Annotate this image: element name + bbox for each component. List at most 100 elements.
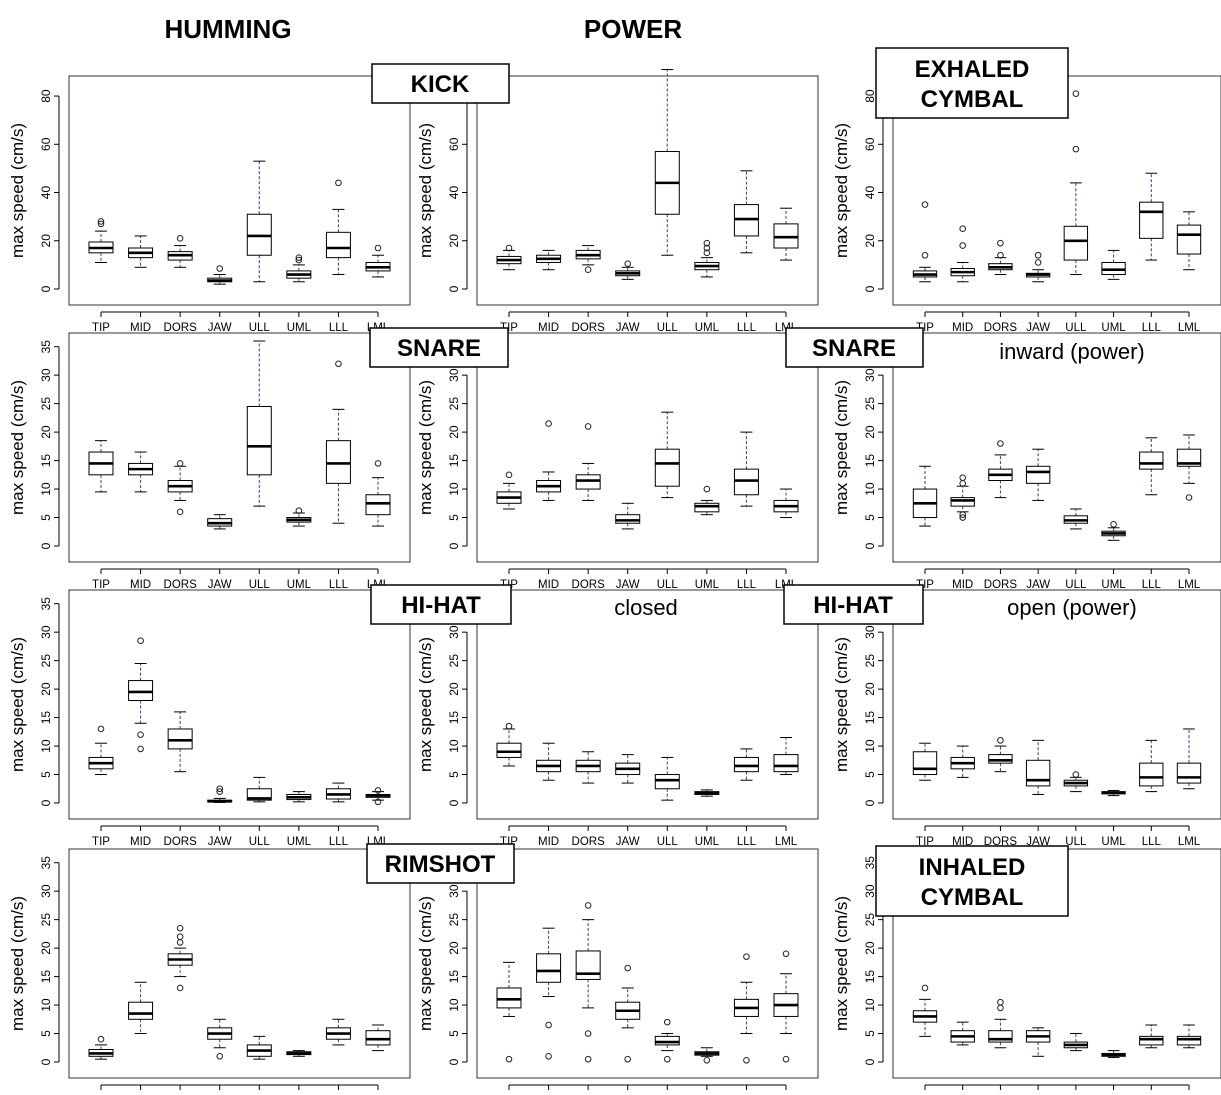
box-tip — [496, 244, 522, 271]
box-uml — [286, 507, 312, 527]
outlier-point — [959, 225, 967, 233]
y-tick-label: 25 — [447, 397, 461, 411]
y-tick-label: 10 — [447, 998, 461, 1012]
inhaled-cymbal-title-line1: INHALED — [919, 854, 1026, 881]
y-tick-label: 30 — [39, 625, 53, 639]
x-tick-label-jaw: JAW — [616, 836, 640, 848]
x-tick-label-mid: MID — [538, 322, 559, 334]
x-tick-label-uml: UML — [287, 579, 312, 591]
y-tick-label: 40 — [39, 186, 53, 200]
box-tip — [496, 722, 522, 767]
y-tick-label: 5 — [863, 514, 877, 521]
x-tick-label-lll: LLL — [329, 579, 349, 591]
outlier-point — [921, 984, 929, 992]
snare-right-title: SNARE — [812, 335, 896, 362]
outlier-point — [97, 725, 105, 733]
snare-left-title: SNARE — [397, 335, 481, 362]
box-jaw — [615, 260, 641, 280]
x-tick-label-ull: ULL — [1065, 836, 1087, 848]
y-tick-label: 5 — [863, 771, 877, 778]
box-lll — [733, 170, 759, 254]
plot-frame — [892, 332, 1221, 563]
y-axis-label: max speed (cm/s) — [832, 637, 851, 772]
outlier-point — [335, 179, 342, 187]
outlier-point — [921, 201, 929, 208]
y-tick-label: 30 — [39, 368, 53, 382]
x-tick-label-mid: MID — [538, 579, 559, 591]
box-mid — [536, 927, 562, 1060]
y-axis-label: max speed (cm/s) — [416, 123, 435, 258]
panel-3: 0 5 10 15 20 25 30 35 max speed (cm/s) TIP MID DORS… — [8, 332, 411, 591]
y-tick-label: 30 — [863, 625, 877, 639]
x-tick-label-tip: TIP — [916, 836, 934, 848]
box-uml — [1101, 521, 1126, 541]
outlier-point — [295, 507, 303, 514]
box-tip — [88, 1035, 114, 1060]
iqr-box — [128, 680, 154, 702]
y-tick-label: 25 — [863, 654, 877, 668]
y-tick-label: 10 — [39, 998, 53, 1012]
y-axis-label: max speed (cm/s) — [416, 637, 435, 772]
y-tick-label: 0 — [863, 285, 877, 292]
y-tick-label: 30 — [863, 368, 877, 382]
outlier-point — [176, 235, 184, 242]
iqr-box — [694, 502, 720, 513]
box-uml — [1101, 249, 1126, 280]
box-jaw — [1025, 1027, 1051, 1057]
y-tick-label: 25 — [863, 397, 877, 411]
kick-title: KICK — [411, 71, 470, 98]
x-tick-label-jaw: JAW — [208, 579, 232, 591]
y-tick-label: 60 — [39, 137, 53, 151]
column-header-humming: HUMMING — [164, 14, 291, 44]
x-tick-label-uml: UML — [695, 579, 720, 591]
y-tick-label: 30 — [863, 884, 877, 898]
iqr-box — [733, 468, 759, 496]
box-lll — [325, 782, 351, 803]
plot-frame — [476, 75, 819, 306]
iqr-box — [1139, 451, 1164, 470]
outlier-point — [374, 798, 382, 806]
x-tick-label-ull: ULL — [657, 836, 679, 848]
x-tick-label-dors: DORS — [164, 579, 198, 591]
y-tick-label: 15 — [863, 454, 877, 468]
x-tick-label-dors: DORS — [984, 322, 1018, 334]
y-tick-label: 5 — [39, 514, 53, 521]
outlier-point — [176, 933, 184, 941]
box-uml — [286, 1050, 312, 1057]
y-axis-label: max speed (cm/s) — [832, 123, 851, 258]
y-tick-label: 20 — [39, 682, 53, 696]
plot-frame — [68, 589, 411, 820]
outlier-point — [703, 244, 711, 252]
hihat-left-title: HI-HAT — [401, 592, 481, 619]
box-tip — [912, 201, 938, 283]
y-tick-label: 5 — [447, 771, 461, 778]
iqr-box — [1139, 201, 1164, 239]
x-tick-label-uml: UML — [1101, 836, 1126, 848]
y-axis-label: max speed (cm/s) — [832, 380, 851, 515]
outlier-point — [216, 785, 224, 793]
outlier-point — [505, 722, 513, 730]
box-mid — [536, 249, 562, 271]
y-tick-label: 20 — [863, 682, 877, 696]
x-tick-label-uml: UML — [287, 322, 312, 334]
y-tick-label: 25 — [39, 397, 53, 411]
y-axis-label: max speed (cm/s) — [416, 380, 435, 515]
box-mid — [950, 1021, 975, 1046]
box-tip — [88, 218, 114, 263]
outlier-point — [137, 745, 144, 753]
box-uml — [694, 239, 720, 278]
y-tick-label: 25 — [39, 913, 53, 927]
outlier-point — [703, 485, 711, 493]
outlier-point — [176, 508, 184, 516]
outlier-point — [545, 1053, 552, 1060]
x-tick-label-dors: DORS — [572, 579, 606, 591]
x-tick-label-lll: LLL — [329, 322, 349, 334]
box-uml — [1101, 1050, 1126, 1058]
iqr-box — [654, 448, 680, 487]
y-tick-label: 15 — [447, 711, 461, 725]
outlier-point — [959, 474, 967, 481]
outlier-point — [176, 924, 184, 932]
y-tick-label: 25 — [863, 913, 877, 927]
